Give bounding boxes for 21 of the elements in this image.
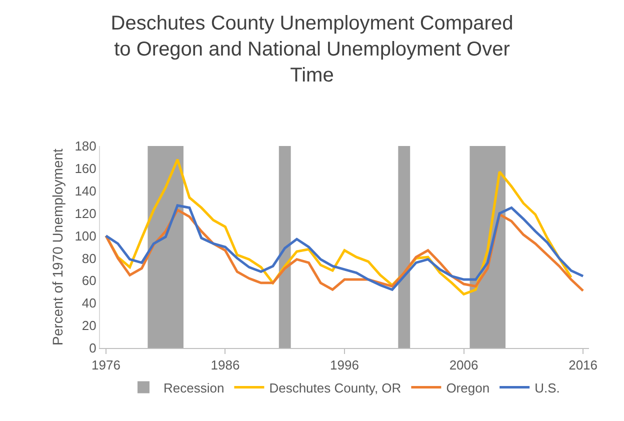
y-tick-label: 60 bbox=[82, 273, 96, 288]
y-tick-label: 120 bbox=[74, 206, 96, 221]
x-tick-label: 1986 bbox=[210, 358, 240, 373]
y-tick-label: 80 bbox=[82, 250, 96, 266]
y-axis-title: Percent of 1970 Unemployment bbox=[49, 148, 66, 346]
y-tick-label: 40 bbox=[82, 296, 96, 311]
y-tick-label: 160 bbox=[74, 160, 96, 176]
y-tick-label: 180 bbox=[74, 138, 96, 154]
legend-label: Recession bbox=[164, 380, 224, 396]
legend-label: U.S. bbox=[534, 380, 560, 396]
x-tick-label: 2006 bbox=[449, 358, 478, 373]
chart-title: Deschutes County Unemployment Compared to Oregon and National Unemployment Over Time bbox=[110, 12, 514, 86]
y-tick-label: 0 bbox=[89, 340, 96, 356]
y-tick-label: 140 bbox=[74, 183, 96, 198]
y-tick-label: 20 bbox=[82, 318, 96, 334]
x-tick-label: 1996 bbox=[330, 358, 359, 373]
x-tick-label: 2016 bbox=[568, 358, 598, 373]
y-tick-label: 100 bbox=[74, 228, 96, 244]
legend-label: Deschutes County, OR bbox=[269, 380, 402, 396]
x-tick-label: 1976 bbox=[92, 358, 120, 373]
legend-label: Oregon bbox=[446, 380, 490, 396]
